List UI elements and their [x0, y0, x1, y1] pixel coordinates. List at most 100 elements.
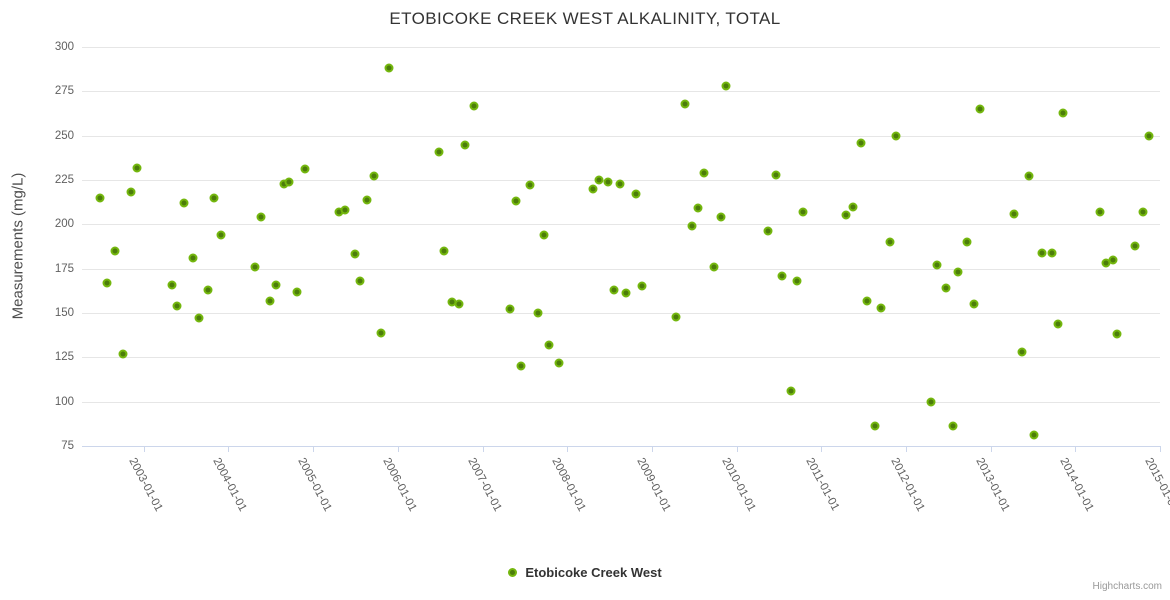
data-point[interactable]	[376, 328, 386, 337]
data-point[interactable]	[292, 287, 302, 297]
data-point[interactable]	[588, 184, 598, 194]
data-point[interactable]	[848, 202, 858, 212]
data-point[interactable]	[926, 397, 936, 407]
gridline	[82, 357, 1160, 359]
data-point[interactable]	[969, 299, 979, 309]
data-point[interactable]	[637, 281, 647, 291]
data-point[interactable]	[355, 276, 365, 286]
data-point[interactable]	[284, 177, 294, 187]
data-point[interactable]	[975, 104, 985, 114]
data-point[interactable]	[798, 207, 808, 217]
data-point[interactable]	[862, 296, 872, 306]
data-point[interactable]	[771, 170, 781, 180]
data-point[interactable]	[271, 280, 281, 290]
data-point[interactable]	[1017, 347, 1027, 357]
data-point[interactable]	[256, 212, 266, 222]
data-point[interactable]	[533, 308, 543, 318]
data-point[interactable]	[469, 101, 479, 111]
data-point[interactable]	[369, 171, 379, 181]
data-point[interactable]	[439, 246, 449, 256]
data-point[interactable]	[118, 349, 128, 359]
data-point[interactable]	[1112, 329, 1122, 339]
data-point[interactable]	[179, 198, 189, 208]
data-point[interactable]	[763, 226, 773, 236]
data-point[interactable]	[516, 361, 526, 371]
x-axis-line	[82, 446, 1160, 447]
data-point[interactable]	[962, 237, 972, 247]
data-point[interactable]	[539, 230, 549, 240]
data-point[interactable]	[870, 421, 880, 431]
data-point[interactable]	[1138, 207, 1148, 217]
data-point[interactable]	[250, 262, 260, 272]
data-point[interactable]	[841, 210, 851, 220]
data-point[interactable]	[594, 175, 604, 185]
data-point[interactable]	[609, 285, 619, 295]
credits-link[interactable]: Highcharts.com	[1092, 581, 1162, 592]
data-point[interactable]	[511, 196, 521, 206]
data-point[interactable]	[362, 195, 372, 204]
data-point[interactable]	[1037, 248, 1047, 258]
data-point[interactable]	[1029, 430, 1039, 440]
data-point[interactable]	[953, 267, 963, 277]
data-point[interactable]	[941, 283, 951, 293]
data-point[interactable]	[687, 221, 697, 231]
y-tick-label: 275	[54, 85, 74, 98]
data-point[interactable]	[1058, 108, 1068, 118]
data-point[interactable]	[948, 421, 958, 431]
data-point[interactable]	[300, 164, 310, 174]
data-point[interactable]	[434, 147, 443, 157]
data-point[interactable]	[671, 312, 681, 322]
data-point[interactable]	[709, 262, 719, 272]
data-point[interactable]	[1009, 209, 1019, 219]
data-point[interactable]	[110, 246, 120, 256]
data-point[interactable]	[1095, 207, 1105, 217]
data-point[interactable]	[384, 63, 394, 73]
data-point[interactable]	[544, 340, 554, 350]
data-point[interactable]	[1130, 241, 1140, 251]
data-point[interactable]	[505, 304, 515, 314]
data-point[interactable]	[615, 179, 625, 189]
legend-item[interactable]: Etobicoke Creek West	[0, 562, 1170, 582]
data-point[interactable]	[350, 249, 360, 259]
data-point[interactable]	[1053, 319, 1063, 329]
data-point[interactable]	[603, 177, 613, 187]
data-point[interactable]	[265, 296, 275, 306]
data-point[interactable]	[777, 271, 787, 281]
x-axis-tick	[651, 446, 653, 452]
x-axis-tick	[143, 446, 145, 452]
data-point[interactable]	[699, 168, 709, 178]
data-point[interactable]	[203, 285, 213, 295]
data-point[interactable]	[885, 237, 895, 247]
data-point[interactable]	[95, 193, 105, 203]
data-point[interactable]	[693, 203, 703, 213]
data-point[interactable]	[1108, 255, 1118, 265]
data-point[interactable]	[216, 230, 226, 240]
data-point[interactable]	[167, 280, 177, 290]
data-point[interactable]	[1024, 171, 1034, 181]
data-point[interactable]	[932, 260, 942, 270]
data-point[interactable]	[132, 163, 142, 173]
data-point[interactable]	[554, 358, 564, 368]
data-point[interactable]	[1144, 131, 1154, 141]
data-point[interactable]	[102, 278, 112, 288]
data-point[interactable]	[340, 205, 350, 215]
data-point[interactable]	[454, 299, 464, 309]
data-point[interactable]	[721, 81, 731, 91]
data-point[interactable]	[1047, 248, 1057, 258]
data-point[interactable]	[525, 180, 535, 190]
data-point[interactable]	[460, 140, 470, 150]
data-point[interactable]	[786, 386, 796, 396]
data-point[interactable]	[716, 212, 725, 222]
data-point[interactable]	[621, 288, 631, 298]
data-point[interactable]	[631, 189, 641, 199]
data-point[interactable]	[126, 187, 136, 197]
data-point[interactable]	[792, 276, 802, 286]
data-point[interactable]	[680, 99, 690, 109]
data-point[interactable]	[172, 301, 182, 311]
data-point[interactable]	[891, 131, 901, 141]
data-point[interactable]	[209, 193, 219, 203]
data-point[interactable]	[856, 138, 866, 148]
data-point[interactable]	[876, 303, 886, 313]
data-point[interactable]	[188, 253, 198, 263]
data-point[interactable]	[194, 313, 204, 323]
